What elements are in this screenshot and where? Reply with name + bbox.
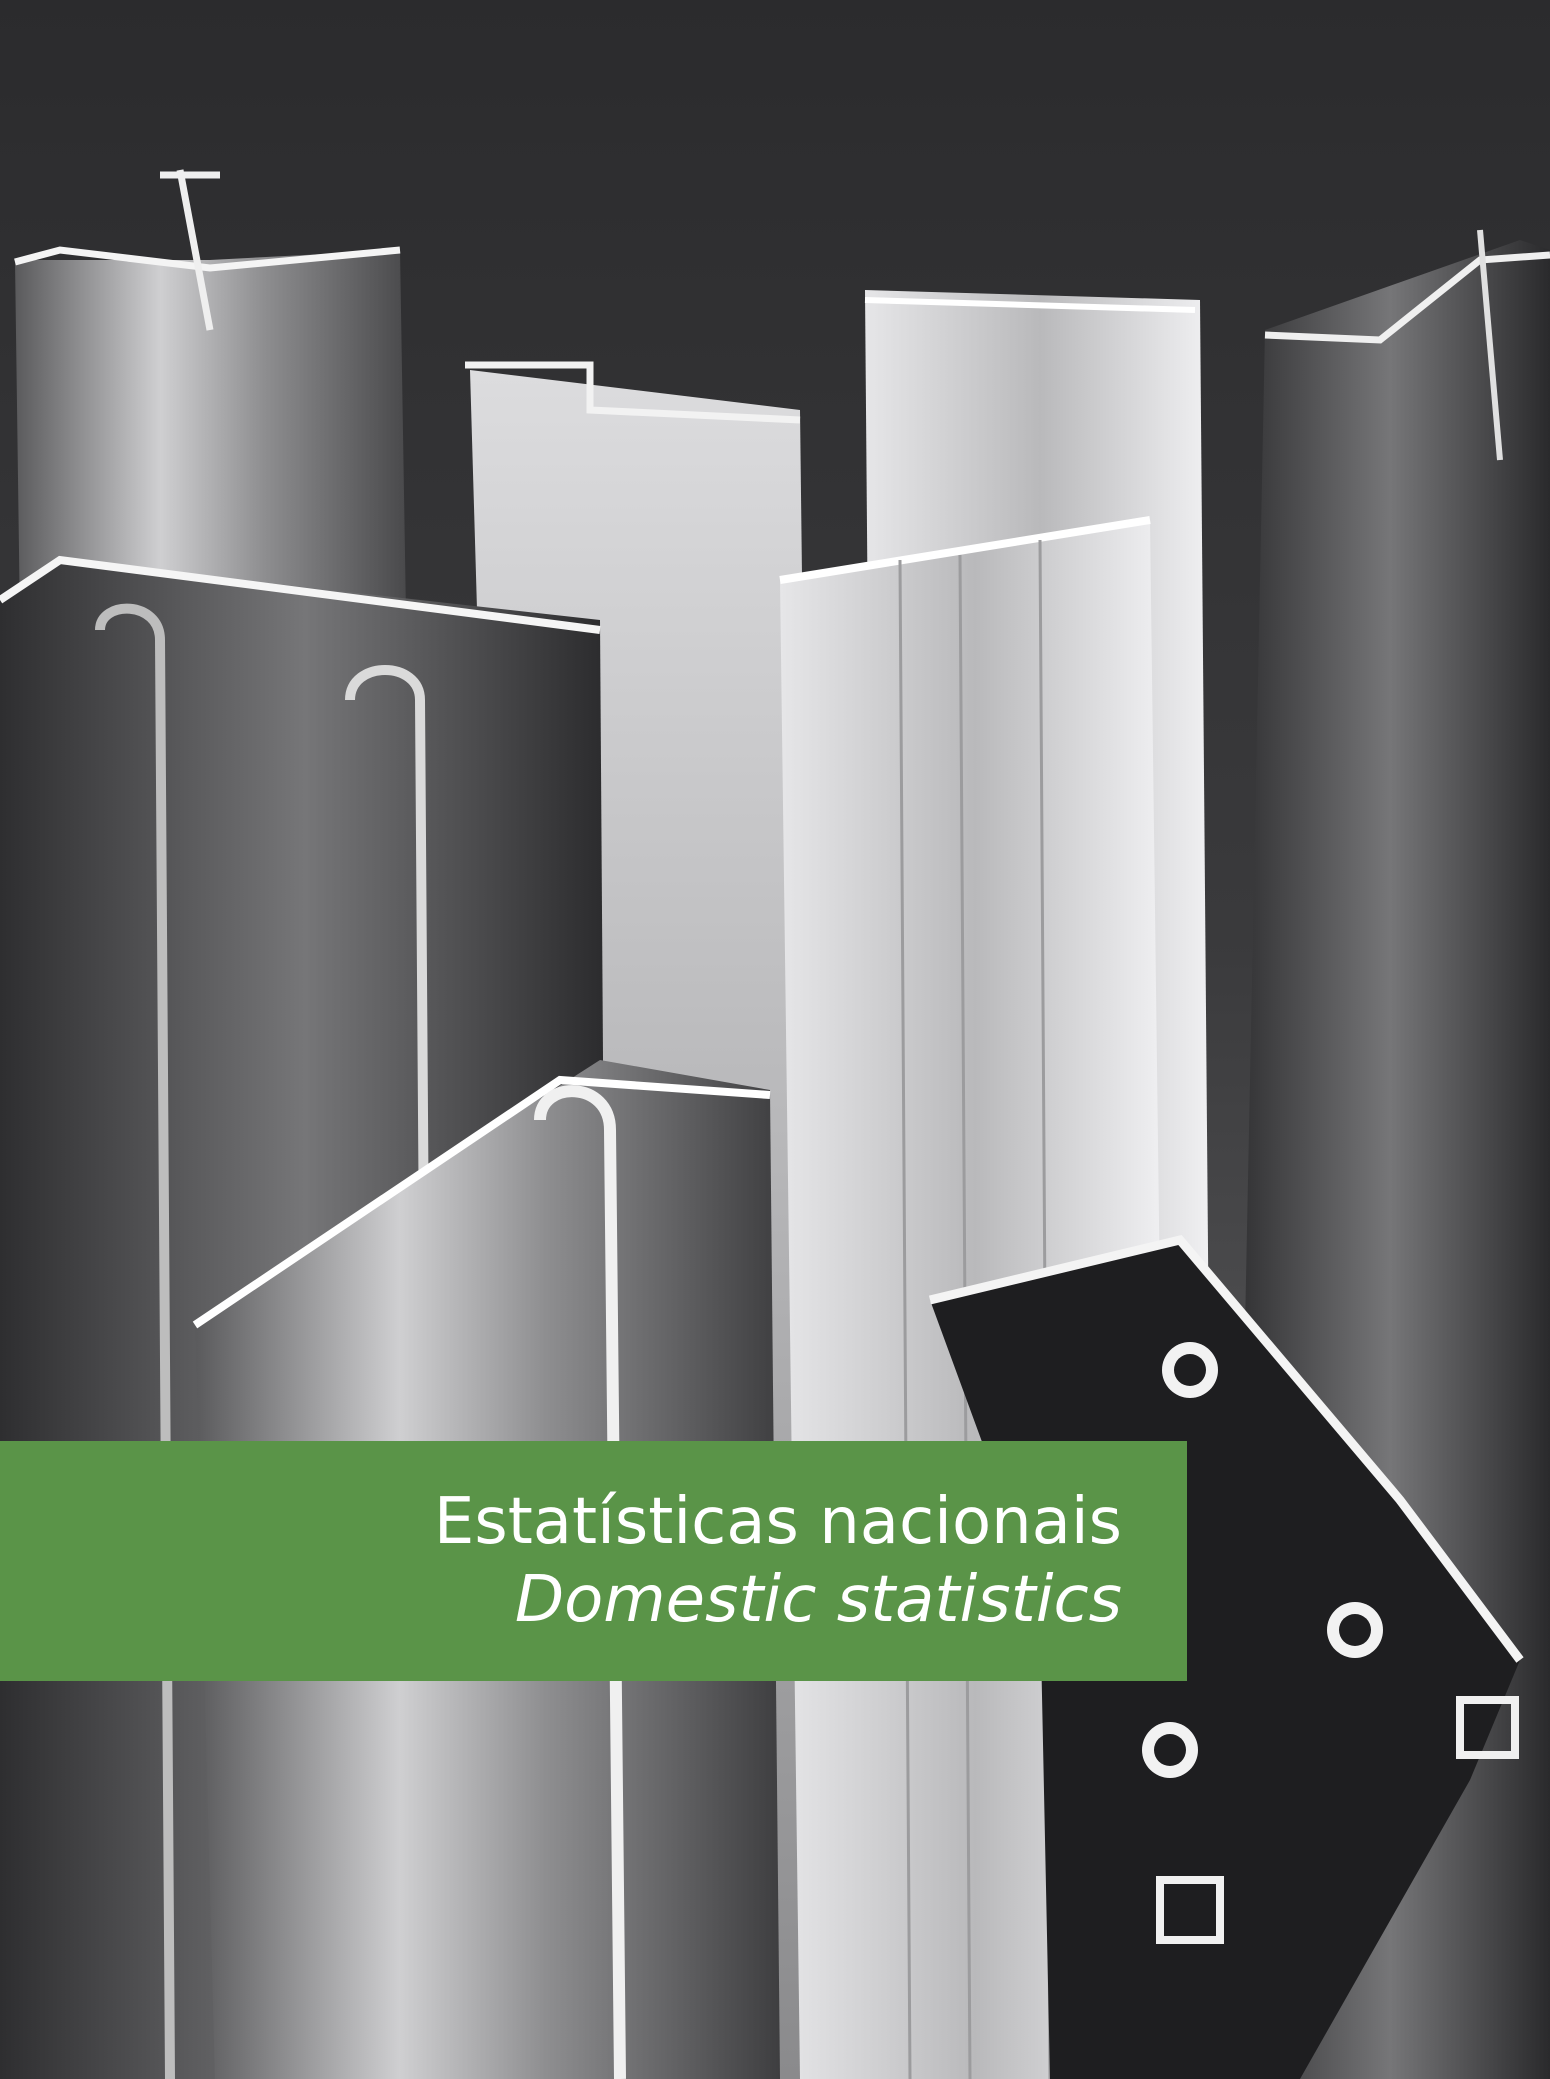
title-english: Domestic statistics (514, 1563, 1122, 1637)
title-banner: Estatísticas nacionais Domestic statisti… (0, 1441, 1187, 1681)
title-portuguese: Estatísticas nacionais (433, 1485, 1122, 1559)
